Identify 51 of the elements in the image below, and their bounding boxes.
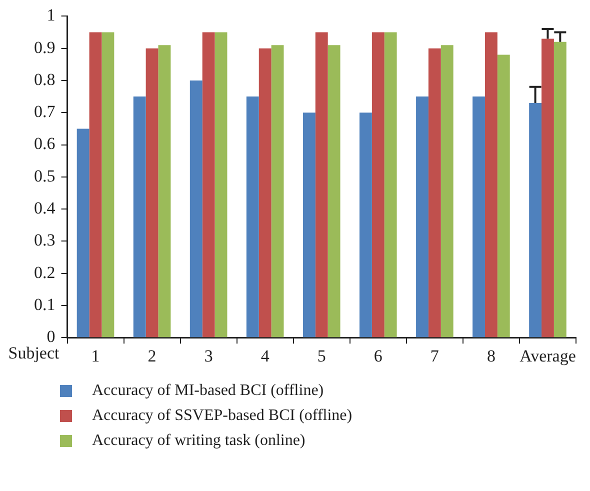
x-tick-label: Average <box>520 346 576 366</box>
bar <box>497 54 510 338</box>
x-tick-label: 7 <box>430 346 440 366</box>
legend-label: Accuracy of SSVEP-based BCI (offline) <box>92 406 352 424</box>
y-tick-label: 0.9 <box>34 38 56 57</box>
bar <box>102 32 114 338</box>
bar <box>202 32 215 338</box>
y-tick-label: 0.2 <box>34 262 56 282</box>
bar <box>89 32 102 338</box>
legend-label: Accuracy of MI-based BCI (offline) <box>92 382 324 400</box>
bar <box>190 80 202 338</box>
x-tick-label: 1 <box>91 346 100 366</box>
x-tick-label: 2 <box>148 346 156 366</box>
x-tick-label: 8 <box>486 346 496 366</box>
bar <box>542 38 554 338</box>
y-tick-label: 0.1 <box>34 294 56 314</box>
y-tick-label: 0.4 <box>34 198 56 218</box>
bar <box>258 48 272 338</box>
x-axis-title: Subject <box>8 344 60 363</box>
bar <box>372 32 384 338</box>
x-tick-label: 5 <box>317 346 326 366</box>
y-tick-label: 0.3 <box>34 230 56 250</box>
bar <box>302 112 316 338</box>
x-tick-label: 3 <box>204 346 213 366</box>
bar <box>315 32 328 338</box>
bar <box>416 96 428 338</box>
bar <box>472 96 485 338</box>
bar <box>271 45 284 338</box>
bar <box>554 42 566 338</box>
bar <box>158 45 171 338</box>
bar <box>384 32 397 338</box>
bar <box>484 32 498 338</box>
y-tick-label: 0.5 <box>34 166 56 186</box>
y-tick-label: 0 <box>46 327 56 346</box>
y-tick-label: 0.6 <box>34 134 56 154</box>
bar <box>440 45 454 338</box>
y-tick-label: 0.8 <box>34 70 56 89</box>
bar <box>246 96 259 338</box>
bar <box>133 96 146 338</box>
x-tick-label: 6 <box>374 346 382 366</box>
bar <box>428 48 441 338</box>
bar <box>146 48 158 338</box>
bar <box>76 128 90 338</box>
bar <box>328 45 340 338</box>
bar <box>214 32 228 338</box>
y-tick-label: 0.7 <box>34 102 56 122</box>
bar <box>360 112 372 338</box>
legend-label: Accuracy of writing task (online) <box>92 432 306 450</box>
bar <box>529 102 542 338</box>
x-tick-label: 4 <box>260 346 270 366</box>
y-tick-label: 1 <box>46 6 56 25</box>
